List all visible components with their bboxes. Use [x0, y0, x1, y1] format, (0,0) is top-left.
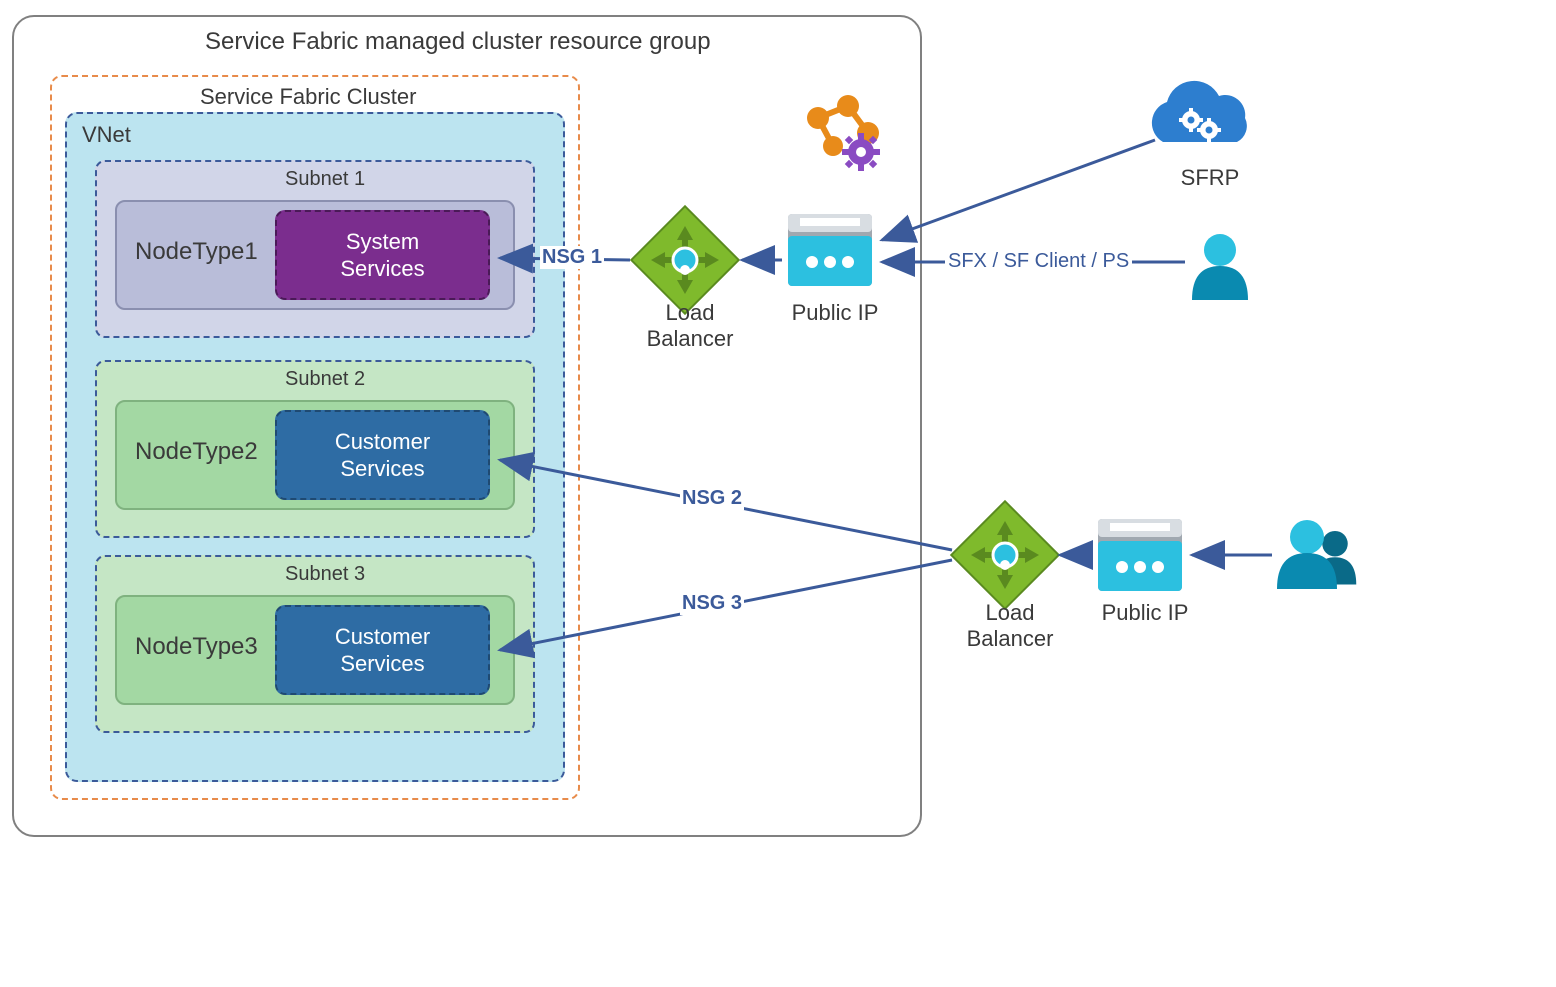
user-icon [1192, 234, 1248, 300]
lb1-label: Load Balancer [620, 300, 760, 352]
nsg3-label: NSG 3 [680, 592, 744, 615]
customer-services-box-3: Customer Services [275, 605, 490, 695]
sfrp-cloud-icon [1152, 81, 1247, 142]
public-ip-icon-2 [1098, 519, 1182, 591]
lb2-label: Load Balancer [940, 600, 1080, 652]
ip2-label: Public IP [1095, 600, 1195, 626]
nsg1-label: NSG 1 [540, 246, 604, 269]
system-services-box: System Services [275, 210, 490, 300]
subnet1-label: Subnet 1 [285, 168, 365, 191]
ip1-label: Public IP [785, 300, 885, 326]
diagram-stage: Service Fabric managed cluster resource … [0, 0, 1556, 987]
sfx-label: SFX / SF Client / PS [945, 250, 1132, 273]
nodetype2-label: NodeType2 [135, 438, 258, 466]
users-icon [1277, 520, 1356, 589]
sfrp-label: SFRP [1165, 165, 1255, 191]
customer-services-label-2: Customer Services [335, 428, 430, 483]
subnet3-label: Subnet 3 [285, 563, 365, 586]
vnet-title: VNet [82, 122, 131, 148]
nodetype1-label: NodeType1 [135, 238, 258, 266]
subnet2-label: Subnet 2 [285, 368, 365, 391]
cluster-title: Service Fabric Cluster [200, 84, 416, 110]
resource-group-title: Service Fabric managed cluster resource … [205, 28, 711, 56]
customer-services-box-2: Customer Services [275, 410, 490, 500]
load-balancer-icon-2 [951, 501, 1058, 608]
nsg2-label: NSG 2 [680, 487, 744, 510]
nodetype3-label: NodeType3 [135, 633, 258, 661]
customer-services-label-3: Customer Services [335, 623, 430, 678]
system-services-label: System Services [340, 228, 424, 283]
